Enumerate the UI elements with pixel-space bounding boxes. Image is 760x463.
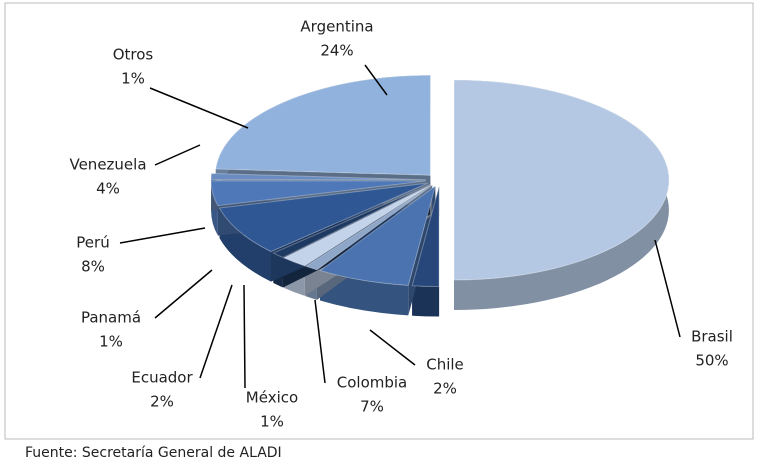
value-label: 50% (695, 352, 728, 370)
leader-line (364, 64, 388, 96)
slice (272, 184, 431, 259)
slice-side (320, 270, 409, 316)
category-label: Ecuador (131, 369, 193, 387)
category-label: Perú (76, 234, 109, 252)
value-label: 1% (260, 413, 284, 431)
leader-line (654, 239, 681, 338)
slice (282, 184, 432, 267)
slice (210, 173, 427, 181)
value-label: 2% (150, 393, 174, 411)
leader-line (154, 269, 213, 319)
slice (318, 184, 437, 286)
value-label: 7% (360, 398, 384, 416)
slice (210, 180, 427, 207)
leader-line (369, 329, 416, 366)
leader-line (154, 144, 201, 166)
slice (304, 184, 433, 271)
leader-line (119, 227, 206, 244)
slice-side (412, 285, 440, 317)
slice (218, 182, 428, 253)
slice (215, 74, 431, 176)
leader-line (199, 284, 233, 379)
category-label: Brasil (691, 328, 733, 346)
category-label: Chile (426, 356, 464, 374)
slice (453, 79, 670, 281)
leader-line (149, 87, 249, 129)
category-label: México (246, 389, 298, 407)
category-label: Otros (113, 46, 154, 64)
value-label: 8% (81, 258, 105, 276)
value-label: 4% (96, 180, 120, 198)
category-label: Argentina (300, 18, 373, 36)
value-label: 1% (121, 70, 145, 88)
labels: Brasil 50% Chile 2% Colombia 7% México 1% Ecuado… (69, 18, 732, 431)
category-label: Panamá (81, 309, 141, 327)
source-note: Fuente: Secretaría General de ALADI (25, 445, 282, 461)
category-label: Colombia (337, 374, 408, 392)
value-label: 2% (433, 380, 457, 398)
value-label: 1% (99, 333, 123, 351)
value-label: 24% (320, 42, 353, 60)
slice (411, 186, 440, 287)
category-label: Venezuela (69, 156, 146, 174)
leader-line (314, 299, 326, 384)
pie-tops (210, 74, 670, 287)
leader-line (243, 284, 246, 389)
